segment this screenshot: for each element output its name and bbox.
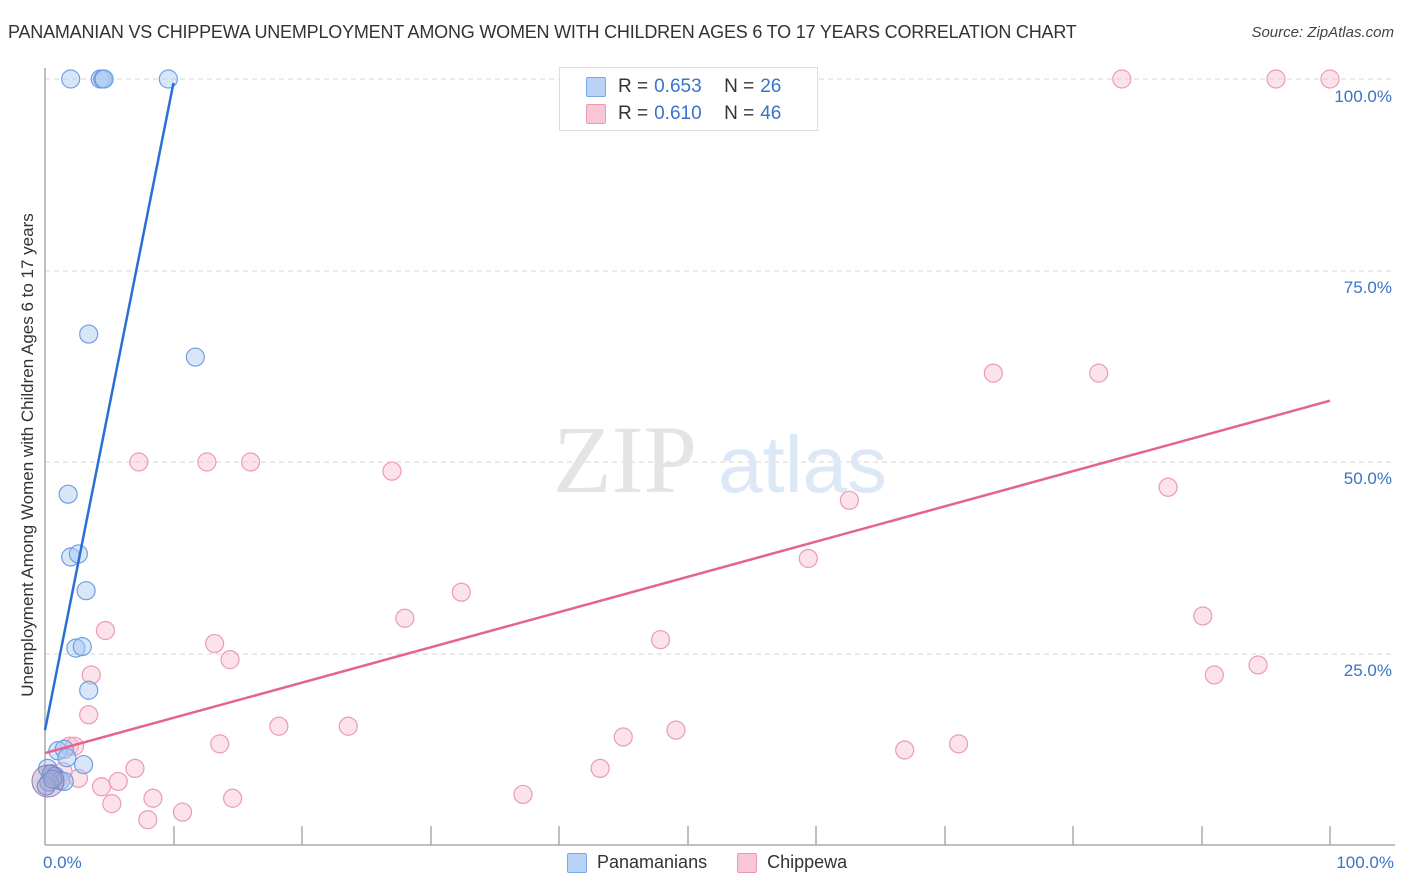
data-point <box>143 788 163 808</box>
data-point <box>57 748 77 768</box>
data-point <box>172 802 193 822</box>
data-point <box>66 638 86 658</box>
r-label: R = <box>618 103 649 124</box>
x-tick-100: 100.0% <box>1336 853 1394 872</box>
data-point <box>91 777 112 797</box>
cluster-point <box>31 764 65 798</box>
data-point <box>590 758 610 779</box>
data-point <box>73 754 94 775</box>
svg-text:atlas: atlas <box>718 420 887 509</box>
legend-label: Chippewa <box>767 852 848 872</box>
data-point <box>220 650 240 670</box>
legend-item-panamanians[interactable]: Panamanians <box>567 852 707 873</box>
legend-label: Panamanians <box>597 852 708 872</box>
data-point <box>76 581 96 601</box>
n-value: 46 <box>760 103 782 124</box>
y-axis-label: Unemployment Among Women with Children A… <box>18 213 37 697</box>
y-tick-75: 75.0% <box>1343 278 1392 297</box>
blue-swatch-icon <box>567 852 587 873</box>
stats-legend: R = 0.653 N = 26 R = 0.610 N = 46 <box>559 67 818 131</box>
data-point <box>72 637 92 657</box>
r-value: 0.610 <box>654 103 702 124</box>
pink-swatch-icon <box>737 852 758 873</box>
data-point <box>338 716 358 736</box>
data-point <box>798 548 818 569</box>
panamanian-points <box>31 69 205 798</box>
watermark: ZIP atlas <box>553 406 887 513</box>
data-point <box>1248 655 1268 675</box>
chart-title: PANAMANIAN VS CHIPPEWA UNEMPLOYMENT AMON… <box>8 22 1077 42</box>
data-point <box>983 363 1003 383</box>
data-point <box>102 794 122 814</box>
data-point <box>125 758 145 779</box>
data-point <box>61 69 81 89</box>
axes <box>44 68 1395 846</box>
data-point <box>949 734 969 754</box>
data-point <box>197 452 217 472</box>
n-label: N = <box>724 76 755 97</box>
r-value: 0.653 <box>654 76 702 97</box>
data-point <box>451 582 471 602</box>
data-point <box>395 608 415 628</box>
data-point <box>129 452 149 472</box>
data-point <box>185 347 205 367</box>
n-value: 26 <box>760 76 782 97</box>
data-point <box>269 716 289 736</box>
source-label: Source: ZipAtlas.com <box>1251 24 1394 41</box>
data-point <box>81 665 101 685</box>
y-tick-50: 50.0% <box>1343 469 1392 488</box>
legend-row-panamanians: R = 0.653 N = 26 <box>586 75 781 99</box>
data-point <box>94 69 114 89</box>
y-tick-25: 25.0% <box>1343 661 1392 680</box>
n-label: N = <box>724 103 755 124</box>
data-point <box>79 680 99 700</box>
data-point <box>382 461 402 481</box>
trendline <box>43 82 175 731</box>
data-point <box>1089 363 1109 383</box>
data-point <box>223 788 243 808</box>
data-point <box>58 484 78 504</box>
blue-swatch-icon <box>586 77 606 97</box>
data-point <box>1266 69 1286 89</box>
data-point <box>650 630 671 650</box>
data-point <box>1193 606 1213 626</box>
legend-item-chippewa[interactable]: Chippewa <box>737 852 847 873</box>
data-point <box>895 740 915 760</box>
data-point <box>241 452 261 472</box>
data-point <box>1158 477 1178 497</box>
data-point <box>613 727 633 747</box>
series-legend: Panamanians Chippewa <box>567 852 877 873</box>
data-point <box>138 810 158 830</box>
r-label: R = <box>618 76 649 97</box>
legend-row-chippewa: R = 0.610 N = 46 <box>586 102 781 126</box>
y-tick-100: 100.0% <box>1334 87 1392 106</box>
x-tick-0: 0.0% <box>43 853 82 872</box>
trendlines <box>43 82 1331 755</box>
data-point <box>1320 69 1340 89</box>
data-point <box>95 620 115 641</box>
pink-swatch-icon <box>586 104 606 124</box>
svg-text:ZIP: ZIP <box>553 406 697 513</box>
data-point <box>205 633 225 654</box>
data-point <box>513 784 533 805</box>
data-point <box>108 771 128 792</box>
data-point <box>666 720 686 740</box>
trendline <box>44 399 1331 755</box>
data-point <box>43 769 63 789</box>
data-point <box>158 69 178 89</box>
data-point <box>79 705 99 725</box>
data-point <box>839 490 860 510</box>
data-point <box>1204 665 1224 685</box>
data-point <box>210 734 230 754</box>
data-point <box>79 324 99 344</box>
data-point <box>1112 69 1132 89</box>
